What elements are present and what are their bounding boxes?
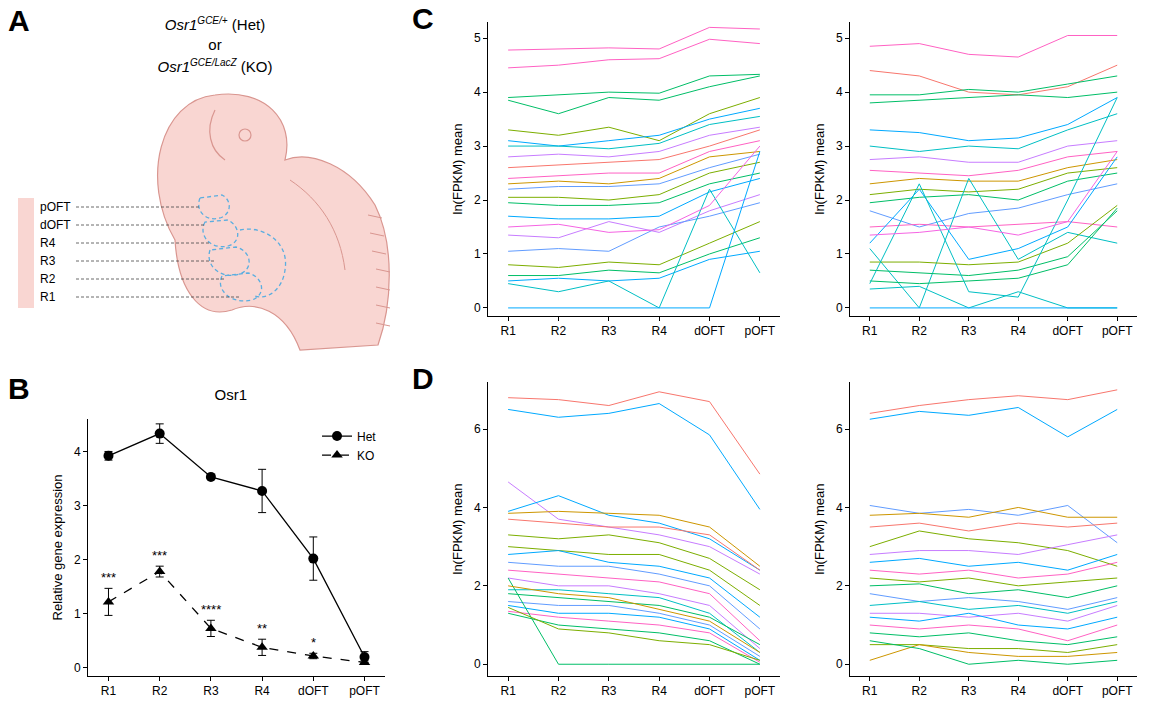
svg-text:R2: R2 — [40, 272, 56, 286]
svg-text:R4: R4 — [651, 324, 667, 338]
svg-text:pOFT: pOFT — [40, 200, 71, 214]
svg-text:dOFT: dOFT — [40, 218, 71, 232]
svg-text:0: 0 — [474, 657, 481, 671]
svg-text:Osr1GCE/LacZ (KO): Osr1GCE/LacZ (KO) — [157, 57, 272, 75]
svg-text:1: 1 — [74, 607, 81, 621]
svg-text:0: 0 — [74, 661, 81, 675]
svg-text:0: 0 — [474, 301, 481, 315]
svg-text:R1: R1 — [500, 684, 516, 698]
svg-text:dOFT: dOFT — [1052, 324, 1083, 338]
svg-text:dOFT: dOFT — [694, 324, 725, 338]
svg-text:3: 3 — [74, 499, 81, 513]
svg-text:R1: R1 — [40, 290, 56, 304]
svg-text:4: 4 — [474, 85, 481, 99]
html-text:A: A — [8, 4, 30, 37]
svg-text:R4: R4 — [1011, 324, 1027, 338]
svg-text:ln(FPKM) mean: ln(FPKM) mean — [450, 123, 465, 214]
svg-text:***: *** — [152, 548, 167, 563]
svg-text:Osr1: Osr1 — [214, 386, 247, 403]
svg-text:**: ** — [257, 621, 267, 636]
svg-text:6: 6 — [836, 422, 843, 436]
svg-text:5: 5 — [474, 31, 481, 45]
svg-text:1: 1 — [474, 247, 481, 261]
svg-text:R2: R2 — [152, 684, 168, 698]
svg-text:2: 2 — [74, 553, 81, 567]
svg-text:ln(FPKM) mean: ln(FPKM) mean — [812, 123, 827, 214]
svg-text:ln(FPKM) mean: ln(FPKM) mean — [450, 483, 465, 574]
svg-text:R2: R2 — [551, 684, 567, 698]
svg-text:Osr1GCE/+ (Het): Osr1GCE/+ (Het) — [165, 15, 265, 33]
svg-text:ln(FPKM) mean: ln(FPKM) mean — [812, 483, 827, 574]
svg-text:R3: R3 — [961, 684, 977, 698]
svg-text:pOFT: pOFT — [1102, 684, 1133, 698]
svg-text:R4: R4 — [651, 684, 667, 698]
svg-text:2: 2 — [474, 579, 481, 593]
svg-text:****: **** — [201, 602, 221, 617]
svg-text:4: 4 — [74, 445, 81, 459]
svg-text:R3: R3 — [203, 684, 219, 698]
svg-text:R1: R1 — [862, 684, 878, 698]
svg-text:R3: R3 — [601, 684, 617, 698]
svg-text:Relative gene expression: Relative gene expression — [50, 475, 65, 621]
svg-text:*: * — [311, 635, 316, 650]
svg-text:4: 4 — [474, 501, 481, 515]
svg-text:R1: R1 — [862, 324, 878, 338]
svg-text:pOFT: pOFT — [1102, 324, 1133, 338]
svg-text:5: 5 — [836, 31, 843, 45]
svg-text:pOFT: pOFT — [745, 324, 776, 338]
svg-text:***: *** — [101, 570, 116, 585]
svg-text:1: 1 — [836, 247, 843, 261]
svg-text:0: 0 — [836, 657, 843, 671]
svg-text:R4: R4 — [254, 684, 270, 698]
html-text:B: B — [8, 372, 30, 405]
svg-text:R2: R2 — [551, 324, 567, 338]
svg-text:R4: R4 — [40, 236, 56, 250]
svg-text:R1: R1 — [101, 684, 117, 698]
svg-text:R1: R1 — [500, 324, 516, 338]
svg-text:3: 3 — [474, 139, 481, 153]
svg-text:pOFT: pOFT — [745, 684, 776, 698]
svg-text:2: 2 — [836, 193, 843, 207]
svg-text:2: 2 — [836, 579, 843, 593]
svg-text:R2: R2 — [912, 684, 928, 698]
svg-text:R3: R3 — [961, 324, 977, 338]
svg-text:R2: R2 — [912, 324, 928, 338]
svg-text:dOFT: dOFT — [298, 684, 329, 698]
svg-text:4: 4 — [836, 501, 843, 515]
svg-text:dOFT: dOFT — [694, 684, 725, 698]
svg-text:4: 4 — [836, 85, 843, 99]
svg-text:2: 2 — [474, 193, 481, 207]
svg-text:R3: R3 — [601, 324, 617, 338]
svg-text:3: 3 — [836, 139, 843, 153]
html-text:D: D — [412, 362, 434, 395]
svg-text:or: or — [208, 36, 221, 53]
svg-text:KO: KO — [357, 449, 374, 463]
svg-text:R4: R4 — [1011, 684, 1027, 698]
svg-text:pOFT: pOFT — [349, 684, 380, 698]
svg-text:dOFT: dOFT — [1052, 684, 1083, 698]
html-text:C: C — [412, 2, 434, 35]
svg-text:R3: R3 — [40, 254, 56, 268]
svg-text:0: 0 — [836, 301, 843, 315]
svg-text:6: 6 — [474, 422, 481, 436]
svg-text:Het: Het — [357, 430, 376, 444]
